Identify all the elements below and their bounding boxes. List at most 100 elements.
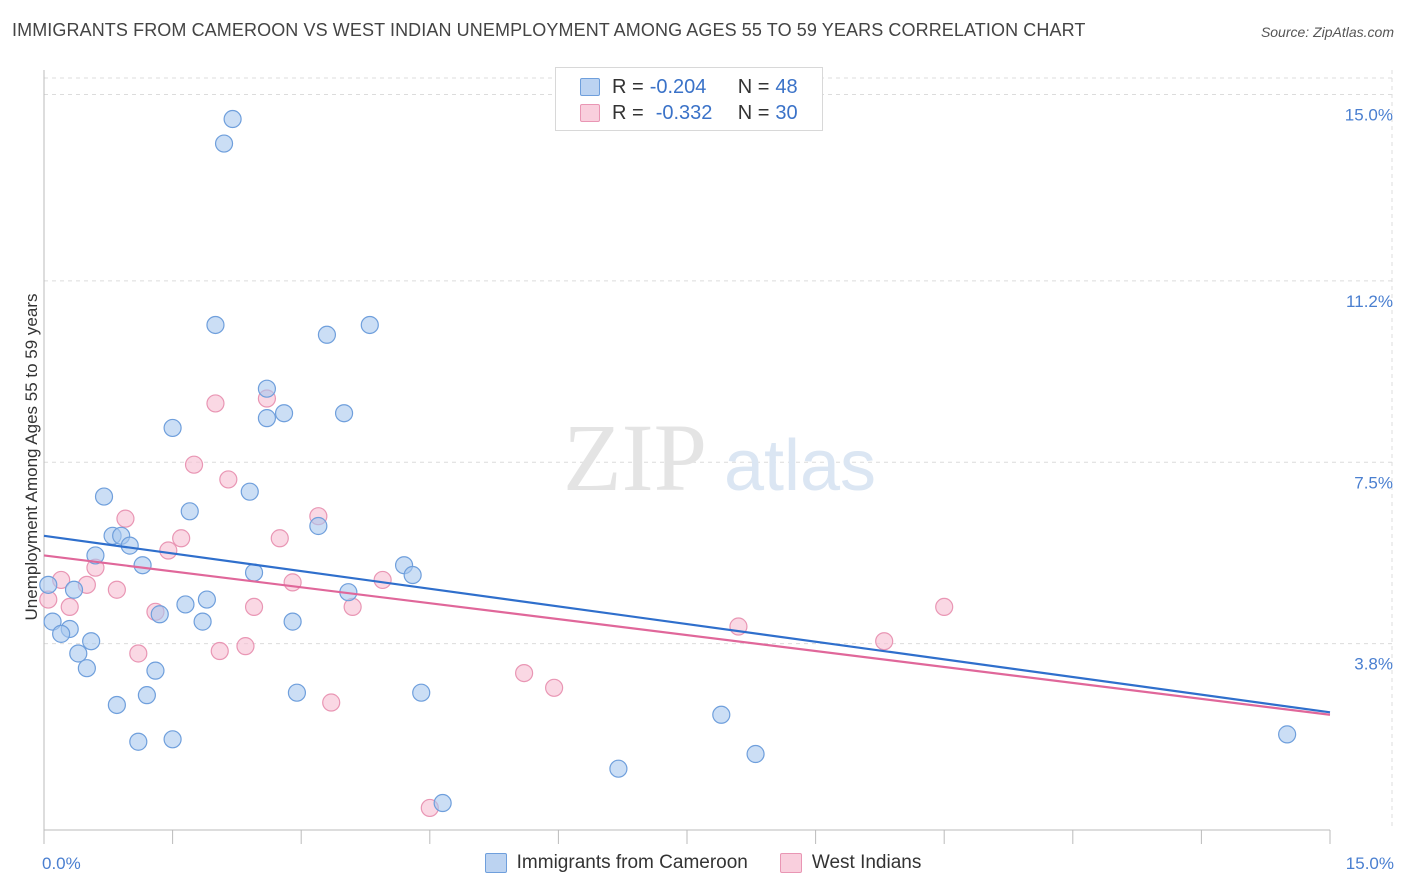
point-cameroon-0 — [214, 134, 234, 153]
trendline-cameroon — [43, 534, 1331, 714]
source-label: Source: ZipAtlas.com — [1260, 24, 1394, 40]
point-cameroon-42 — [129, 732, 148, 751]
axis-layer: 3.8% 7.5% 11.2% 15.0% 0.0% 15.0% — [42, 70, 1394, 873]
point-cameroon-47 — [433, 793, 452, 813]
point-cameroon-46 — [1278, 725, 1297, 744]
point-cameroon-22 — [39, 575, 58, 594]
point-cameroon-41 — [712, 705, 731, 724]
point-westindian-21 — [875, 632, 894, 651]
point-cameroon-36 — [146, 661, 165, 680]
point-cameroon-25 — [197, 590, 216, 609]
point-cameroon-30 — [52, 624, 71, 643]
point-westindian-12 — [270, 529, 289, 548]
point-cameroon-10 — [94, 487, 114, 506]
series-legend: Immigrants from Cameroon West Indians — [0, 852, 1406, 874]
point-cameroon-32 — [283, 612, 302, 631]
point-westindian-5 — [206, 394, 225, 413]
series-name-westindian: West Indians — [811, 852, 922, 873]
legend-swatch-pink — [580, 104, 600, 122]
point-cameroon-44 — [746, 744, 765, 764]
point-cameroon-27 — [150, 605, 169, 624]
y-tick-label-3: 15.0% — [1345, 106, 1393, 125]
point-westindian-14 — [283, 573, 302, 592]
series-legend-westindian: West Indians — [779, 852, 922, 874]
point-westindian-26 — [545, 678, 564, 697]
legend-r-value: -0.332 — [655, 101, 713, 124]
point-cameroon-40 — [137, 686, 156, 705]
point-westindian-17 — [244, 597, 264, 617]
trendline-westindian — [43, 554, 1331, 716]
y-tick-label-0: 3.8% — [1354, 655, 1393, 674]
point-cameroon-21 — [403, 565, 422, 585]
point-cameroon-43 — [163, 730, 182, 749]
series-swatch-pink — [779, 853, 802, 873]
legend-n-value: 48 — [775, 75, 798, 98]
point-cameroon-11 — [240, 482, 259, 501]
point-cameroon-23 — [64, 580, 84, 599]
x-tick-label-1: 15.0% — [1346, 854, 1394, 873]
legend: R = -0.204 N = 48 R = -0.332 N = 30 — [555, 67, 823, 131]
series-name-cameroon: Immigrants from Cameroon — [516, 852, 748, 873]
points-layer — [39, 109, 1297, 818]
point-cameroon-3 — [317, 325, 337, 344]
series-swatch-blue — [484, 853, 507, 873]
point-westindian-8 — [219, 470, 238, 489]
point-cameroon-19 — [244, 563, 264, 582]
y-tick-label-1: 7.5% — [1354, 473, 1393, 492]
trend-layer — [43, 534, 1331, 716]
x-tick-label-0: 0.0% — [42, 854, 81, 873]
point-westindian-29 — [60, 597, 79, 617]
point-cameroon-8 — [334, 404, 354, 423]
point-westindian-4 — [107, 580, 126, 599]
point-cameroon-16 — [120, 536, 139, 555]
legend-n-label: N = — [737, 75, 770, 98]
point-westindian-24 — [129, 644, 148, 663]
point-cameroon-35 — [77, 659, 96, 678]
grid-layer — [44, 70, 1393, 830]
point-cameroon-38 — [412, 683, 431, 702]
point-westindian-27 — [322, 693, 341, 712]
point-cameroon-31 — [193, 612, 212, 631]
point-cameroon-9 — [163, 418, 182, 438]
legend-row-cameroon: R = -0.204 N = 48 — [580, 75, 798, 99]
point-westindian-22 — [236, 637, 255, 656]
point-cameroon-12 — [180, 502, 199, 521]
legend-r-label: R = — [612, 75, 644, 98]
point-westindian-13 — [159, 541, 178, 560]
legend-n-label: N = — [737, 101, 770, 124]
chart-title: IMMIGRANTS FROM CAMEROON VS WEST INDIAN … — [12, 20, 1086, 40]
point-westindian-15 — [373, 570, 392, 590]
point-cameroon-39 — [107, 695, 126, 715]
point-westindian-7 — [184, 455, 204, 474]
point-westindian-25 — [515, 663, 534, 683]
y-axis-label: Unemployment Among Ages 55 to 59 years — [22, 294, 41, 621]
watermark: ZIP atlas — [563, 404, 876, 511]
point-cameroon-17 — [86, 546, 105, 565]
watermark-atlas: atlas — [724, 426, 876, 506]
point-cameroon-18 — [133, 556, 152, 575]
point-cameroon-4 — [360, 315, 379, 335]
point-cameroon-33 — [82, 632, 101, 651]
point-cameroon-1 — [223, 109, 242, 129]
legend-r-value: -0.204 — [649, 75, 707, 98]
point-westindian-20 — [935, 597, 954, 617]
point-cameroon-13 — [309, 516, 328, 536]
point-cameroon-2 — [206, 315, 225, 335]
legend-r-label: R = — [612, 101, 644, 124]
y-tick-label-2: 11.2% — [1346, 292, 1393, 311]
point-cameroon-5 — [257, 379, 277, 398]
legend-n-value: 30 — [775, 101, 798, 124]
point-westindian-11 — [172, 529, 191, 548]
series-legend-cameroon: Immigrants from Cameroon — [484, 852, 748, 874]
point-cameroon-45 — [609, 759, 628, 778]
point-westindian-9 — [116, 509, 135, 528]
point-westindian-23 — [210, 641, 229, 661]
point-cameroon-6 — [274, 404, 294, 423]
point-cameroon-29 — [43, 612, 62, 631]
point-cameroon-34 — [69, 644, 88, 663]
point-cameroon-7 — [257, 409, 277, 428]
point-cameroon-37 — [287, 683, 307, 702]
watermark-zip: ZIP — [563, 404, 707, 511]
legend-row-westindian: R = -0.332 N = 30 — [580, 101, 798, 125]
